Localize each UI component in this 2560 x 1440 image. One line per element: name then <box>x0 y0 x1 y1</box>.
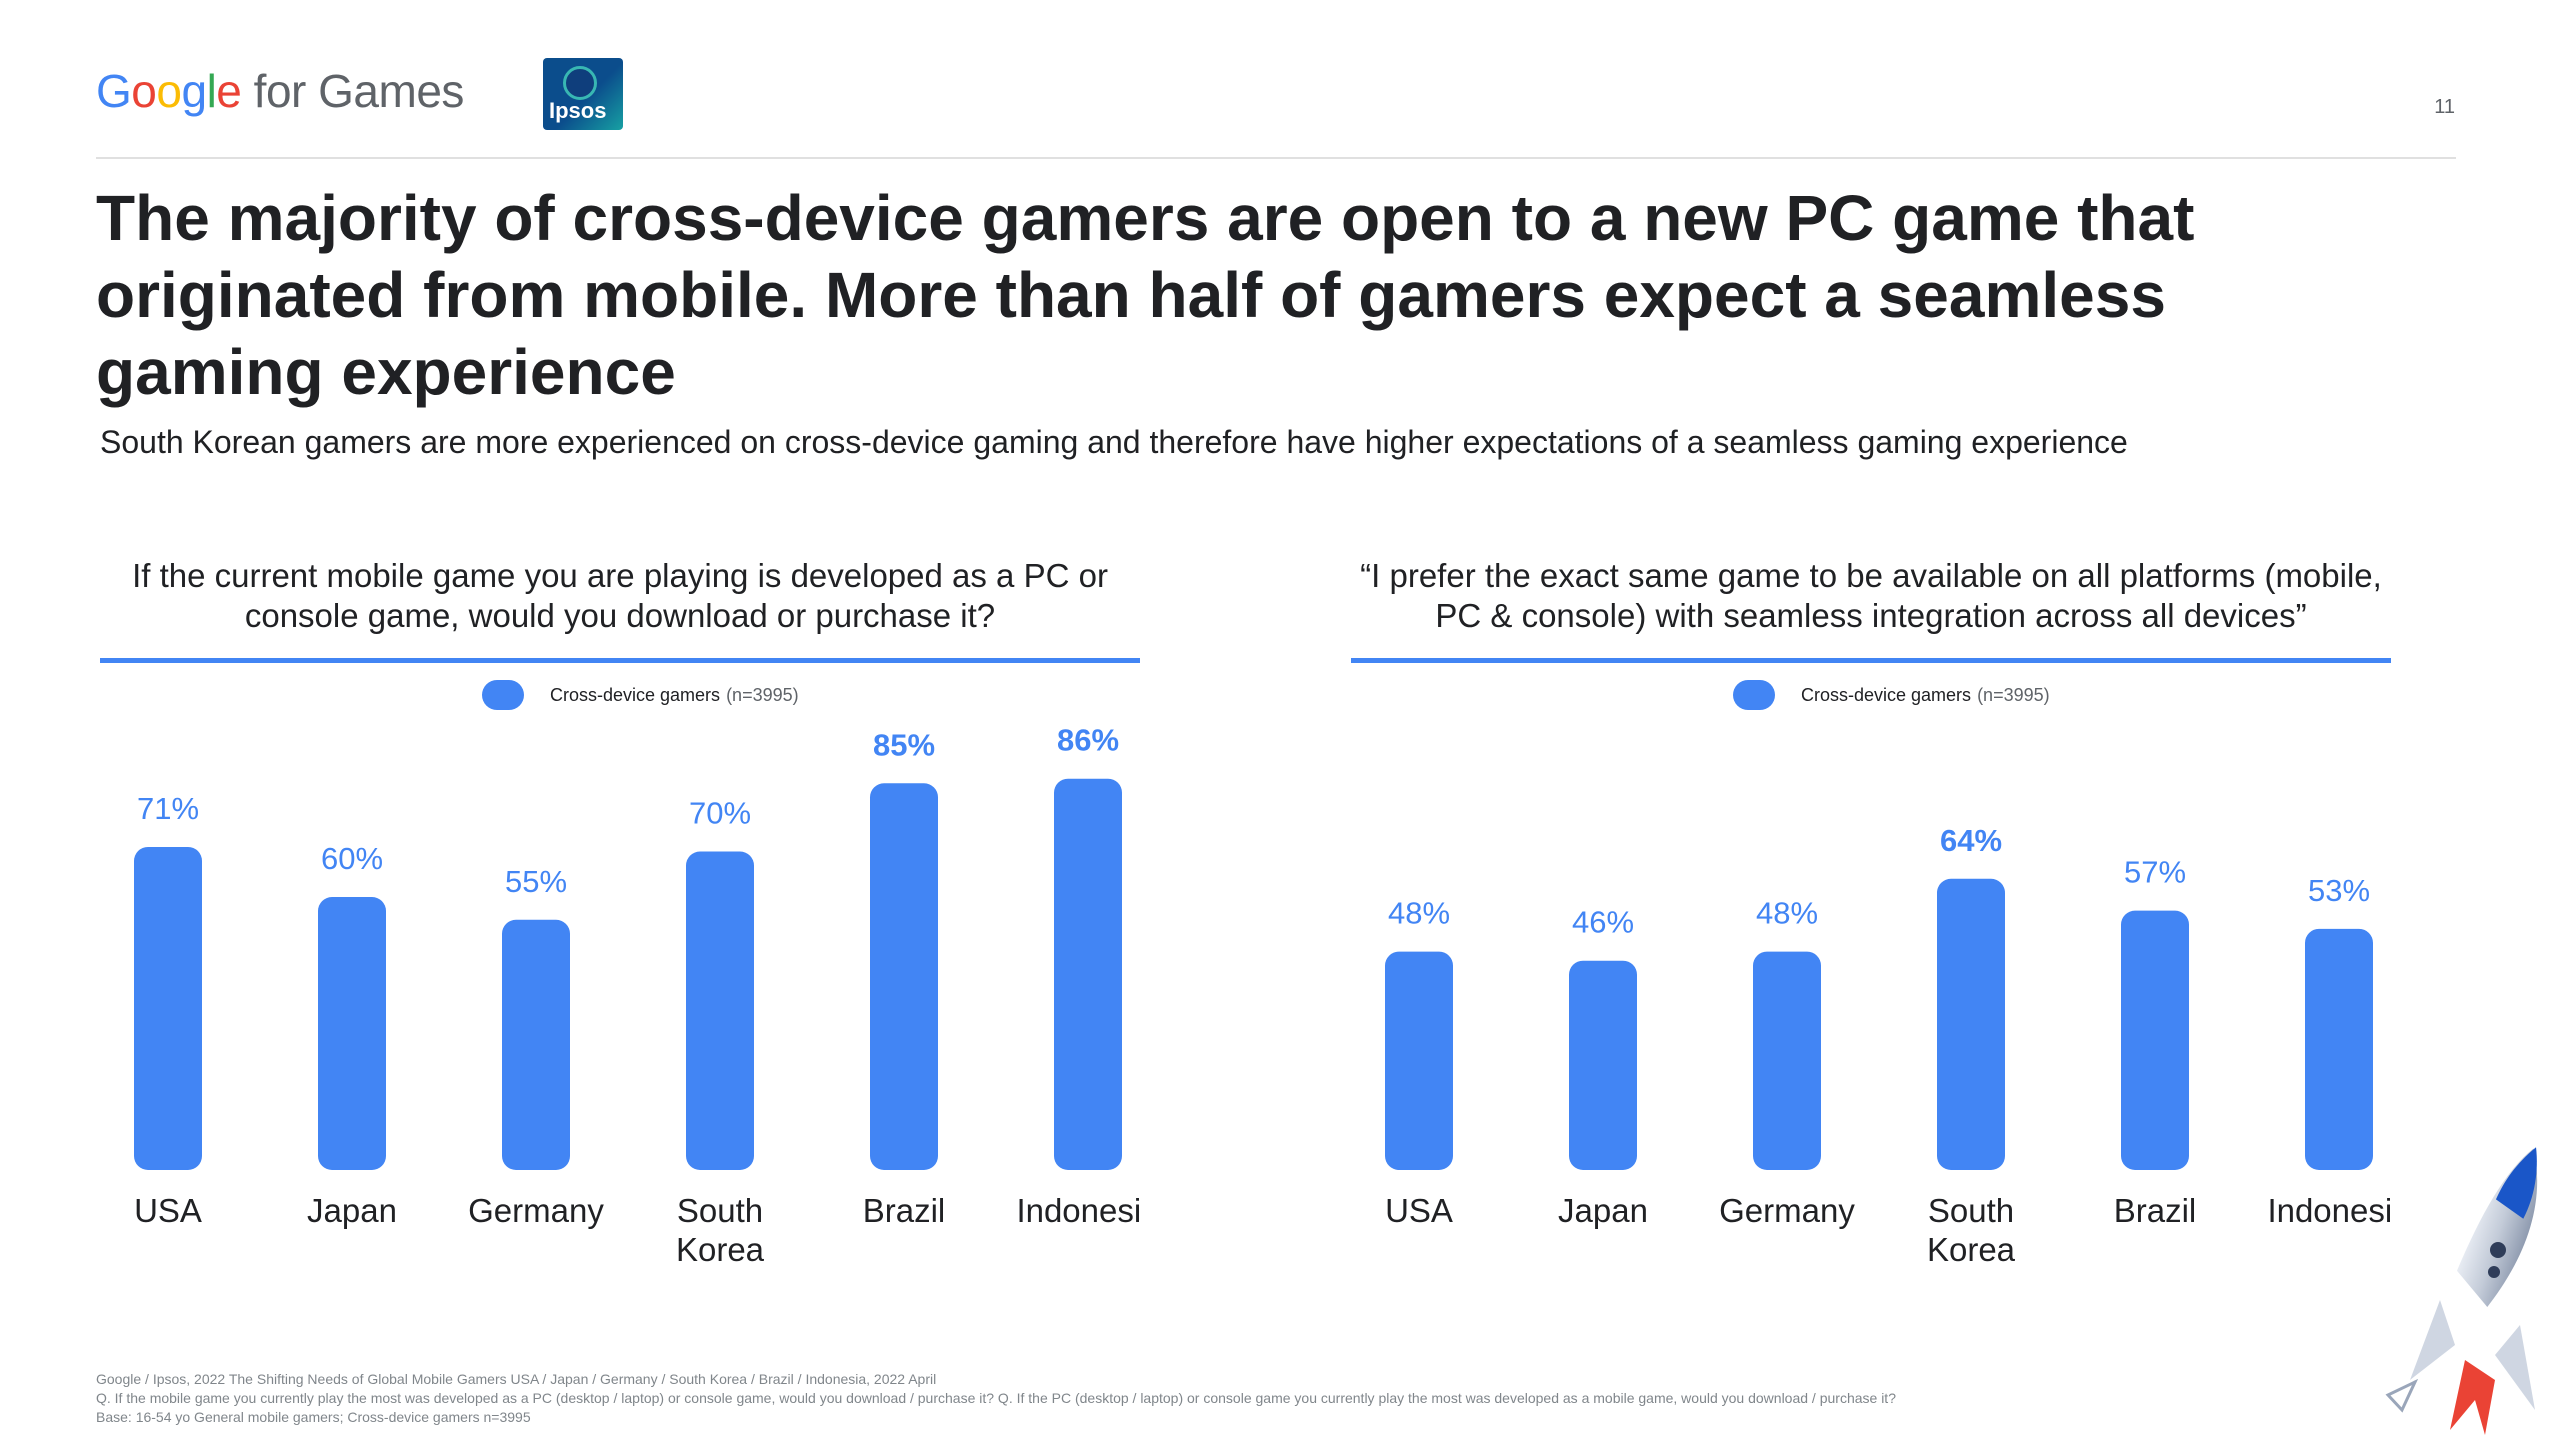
ipsos-logo: Ipsos <box>543 58 623 130</box>
value-label: 46% <box>1572 905 1634 940</box>
legend-swatch <box>1733 680 1775 710</box>
right-bar-chart: 48% USA 46% Japan 48% Germany 64% South Korea 57%… <box>1385 823 2391 1268</box>
right-chart-panel: “I prefer the exact same game to be avai… <box>1351 550 2391 1270</box>
value-label: 64% <box>1940 823 2002 858</box>
category-label: USA <box>134 1192 202 1229</box>
bar-indonesia <box>1054 778 1122 1170</box>
page-subtitle: South Korean gamers are more experienced… <box>100 424 2128 460</box>
page-number: 11 <box>2434 96 2455 118</box>
google-wordmark: Google <box>96 65 242 117</box>
right-chart-question: “I prefer the exact same game to be avai… <box>1360 557 2382 634</box>
footnote: Google / Ipsos, 2022 The Shifting Needs … <box>96 1370 2296 1427</box>
bar-germany <box>1753 951 1821 1170</box>
left-bar-chart: 71% USA 60% Japan 55% Germany 70% South Korea 85%… <box>134 723 1140 1268</box>
category-label: Indonesia <box>1016 1192 1140 1229</box>
value-label: 85% <box>873 727 935 762</box>
left-chart-legend: Cross-device gamers (n=3995) <box>482 680 799 710</box>
value-label: 57% <box>2124 855 2186 890</box>
rocket-illustration <box>2385 1147 2538 1435</box>
value-label: 70% <box>689 796 751 831</box>
bar-indonesia <box>2305 928 2373 1170</box>
footnote-source: Google / Ipsos, 2022 The Shifting Needs … <box>96 1371 937 1387</box>
bar-brazil <box>2121 910 2189 1170</box>
bar-japan <box>1569 960 1637 1170</box>
footnote-question: Q. If the mobile game you currently play… <box>96 1390 1896 1406</box>
category-label: South Korea <box>676 1192 765 1268</box>
category-label: Brazil <box>2114 1192 2197 1229</box>
category-label: Germany <box>468 1192 604 1229</box>
value-label: 48% <box>1756 896 1818 931</box>
category-label: Brazil <box>863 1192 946 1229</box>
bar-south-korea <box>1937 878 2005 1170</box>
ipsos-logo-text: Ipsos <box>549 98 607 123</box>
value-label: 60% <box>321 841 383 876</box>
footnote-base: Base: 16-54 yo General mobile gamers; Cr… <box>96 1409 531 1425</box>
right-chart-divider <box>1351 658 2391 663</box>
legend-label: Cross-device gamers <box>1801 684 1972 705</box>
bar-usa <box>134 846 202 1170</box>
bar-brazil <box>870 783 938 1170</box>
bar-usa <box>1385 951 1453 1170</box>
category-label: South Korea <box>1927 1192 2016 1268</box>
left-chart-panel: If the current mobile game you are playi… <box>100 550 1140 1270</box>
left-chart-question: If the current mobile game you are playi… <box>132 557 1108 634</box>
for-games-text: for Games <box>241 65 465 117</box>
legend-n: (n=3995) <box>726 684 799 705</box>
category-label: Japan <box>307 1192 397 1229</box>
bar-germany <box>502 919 570 1170</box>
value-label: 86% <box>1057 723 1119 758</box>
value-label: 48% <box>1388 896 1450 931</box>
legend-swatch <box>482 680 524 710</box>
right-chart-legend: Cross-device gamers (n=3995) <box>1733 680 2050 710</box>
value-label: 71% <box>137 791 199 826</box>
left-chart-divider <box>100 658 1140 663</box>
category-label: Indonesia <box>2267 1192 2391 1229</box>
header-divider <box>96 157 2456 159</box>
legend-n: (n=3995) <box>1977 684 2050 705</box>
category-label: USA <box>1385 1192 1453 1229</box>
bar-japan <box>318 897 386 1170</box>
category-label: Japan <box>1558 1192 1648 1229</box>
legend-label: Cross-device gamers <box>550 684 721 705</box>
page-title: The majority of cross-device gamers are … <box>96 182 2195 408</box>
value-label: 53% <box>2308 873 2370 908</box>
category-label: Germany <box>1719 1192 1855 1229</box>
google-for-games-logo: Google for Games <box>96 64 464 118</box>
ipsos-logo-mark <box>563 66 597 100</box>
bar-south-korea <box>686 851 754 1170</box>
value-label: 55% <box>505 864 567 899</box>
